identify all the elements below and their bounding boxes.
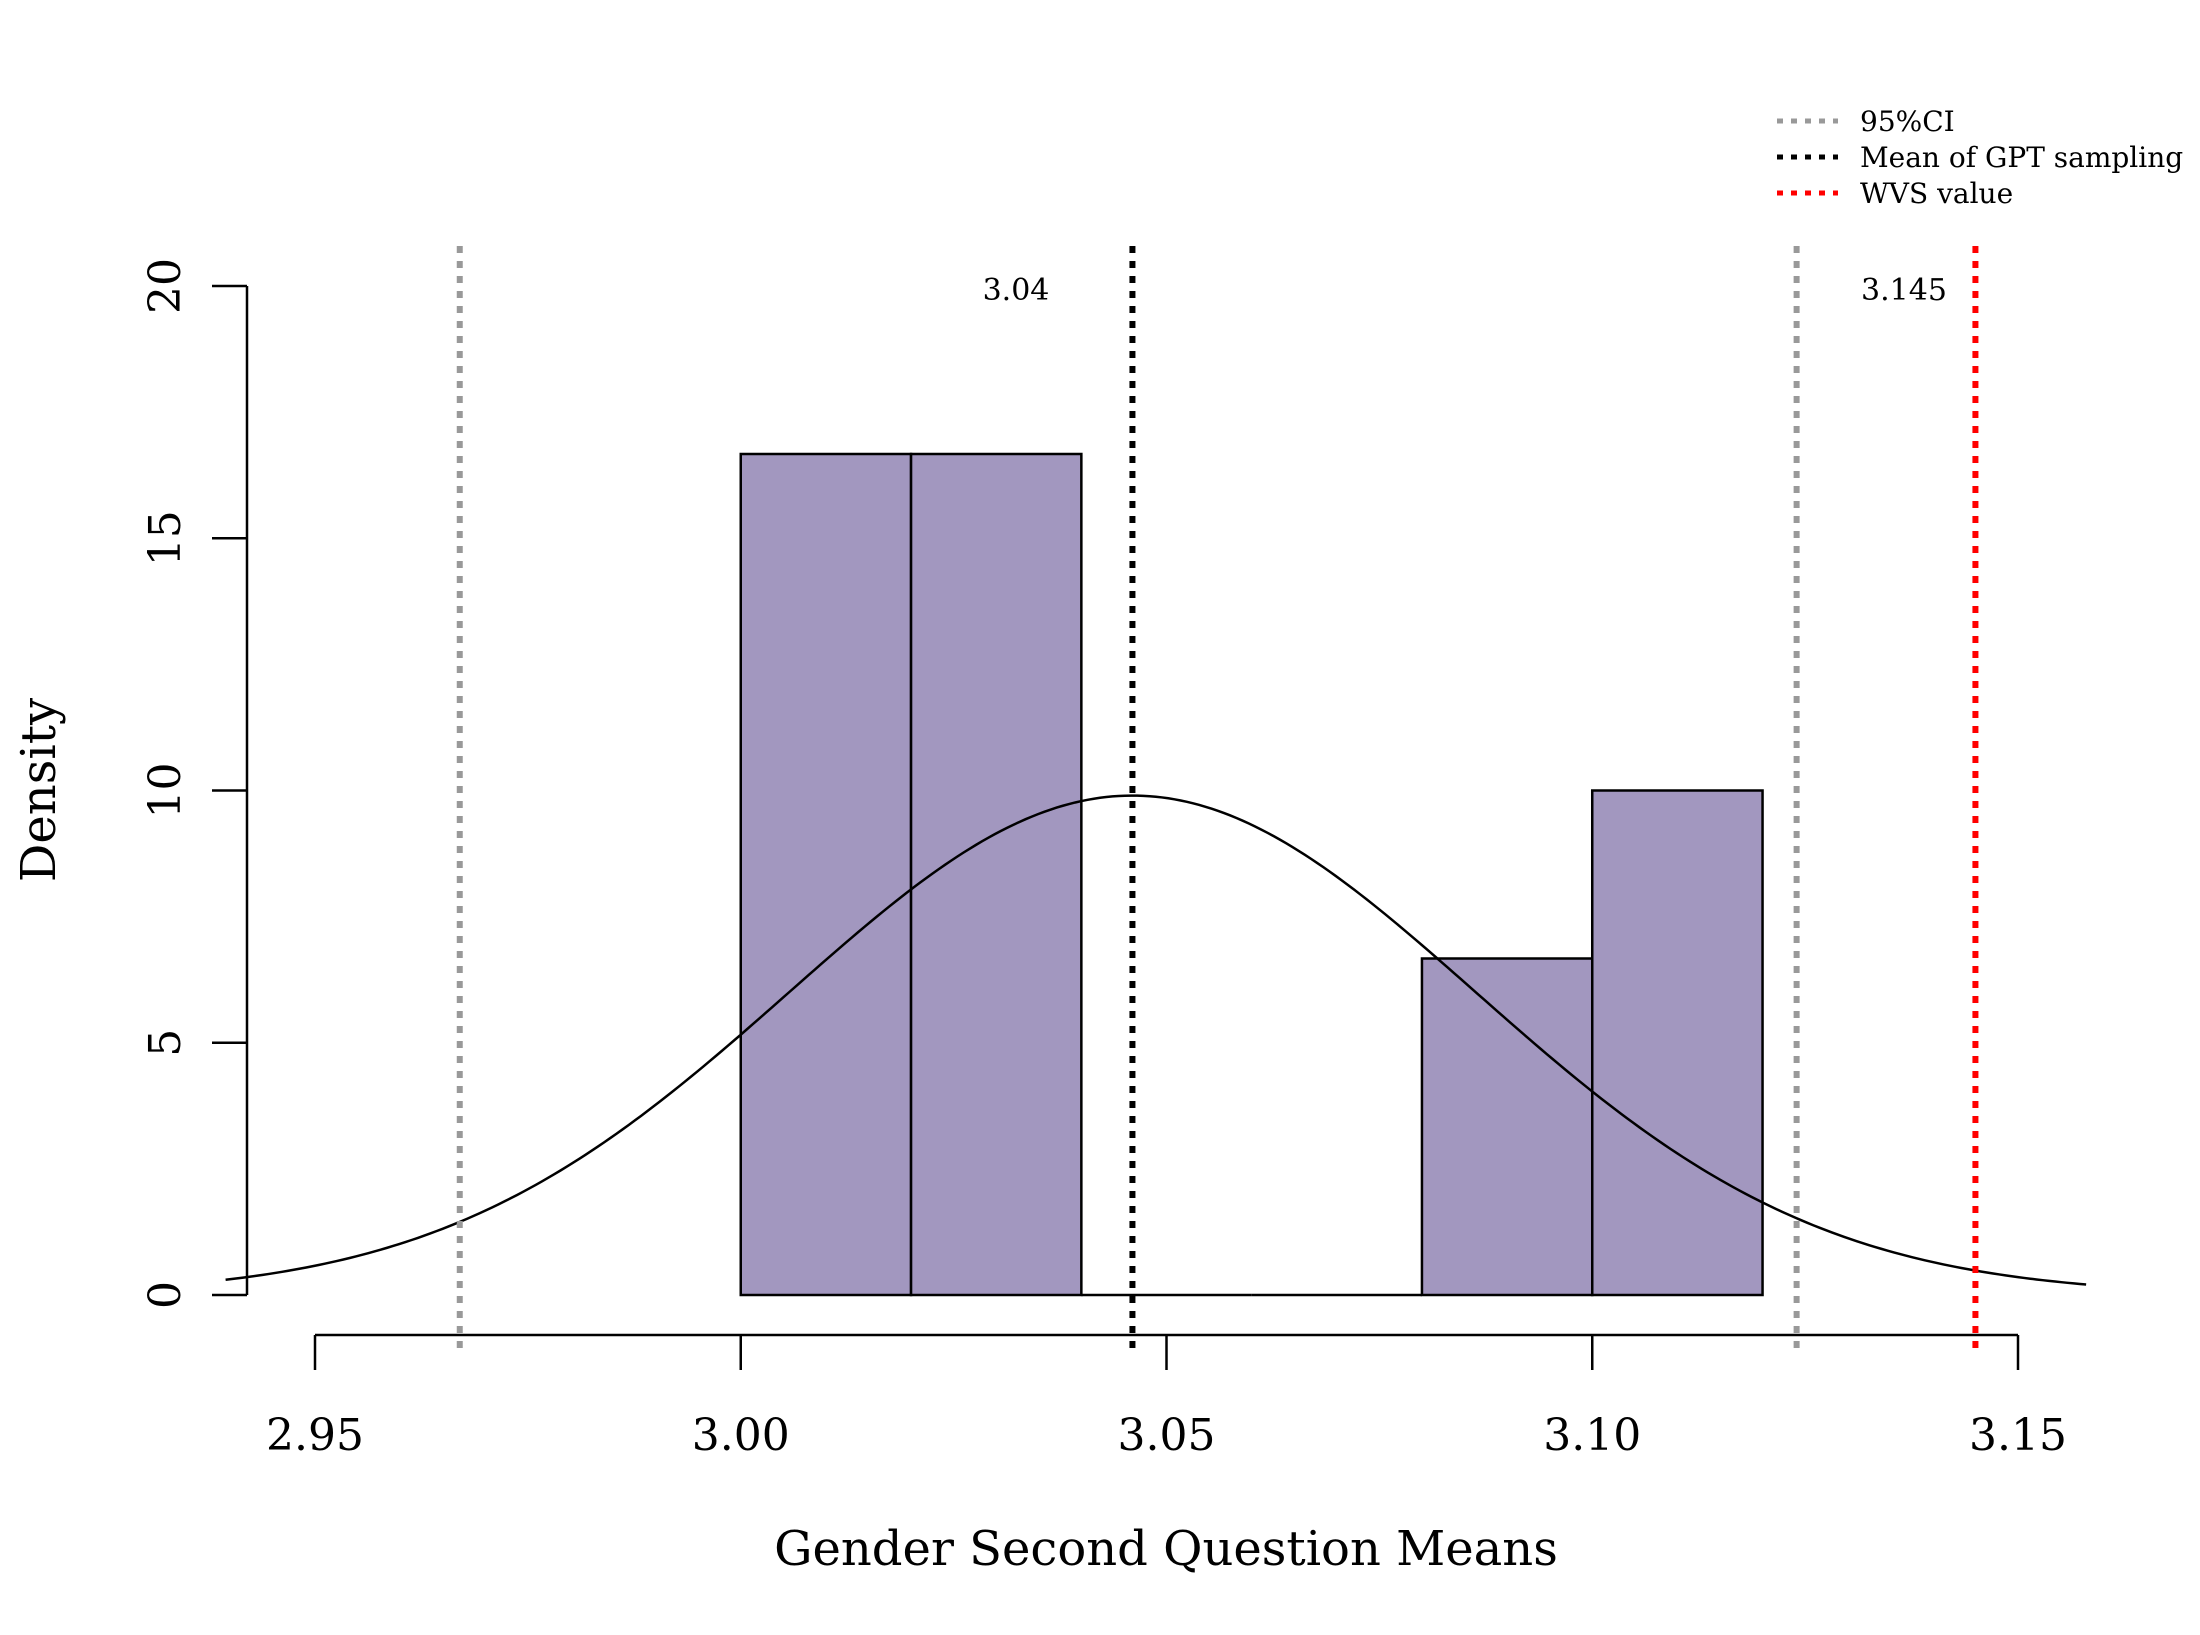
y-tick-label: 10: [140, 763, 191, 819]
normal-density-curve: [225, 794, 2087, 1286]
legend-label-gpt-mean: Mean of GPT sampling: [1860, 141, 2183, 174]
y-axis-ticks: 0 5 10 15 20: [140, 258, 247, 1309]
legend-label-wvs: WVS value: [1860, 177, 2013, 210]
y-axis-title: Density: [11, 698, 67, 882]
legend-label-ci: 95%CI: [1860, 105, 1955, 138]
x-tick-label: 2.95: [266, 1410, 364, 1461]
x-tick-label: 3.05: [1118, 1410, 1216, 1461]
gpt-mean-annotation: 3.04: [983, 273, 1050, 308]
histogram-bar: [1420, 957, 1594, 1297]
y-tick-label: 20: [140, 258, 191, 314]
histogram-bar: [739, 452, 913, 1297]
legend: 95%CI Mean of GPT sampling WVS value: [1777, 105, 2183, 210]
x-axis-ticks: 2.95 3.00 3.05 3.10 3.15: [266, 1335, 2067, 1461]
reference-lines: [456, 246, 1979, 1348]
histogram-bar: [909, 452, 1083, 1297]
x-tick-label: 3.00: [692, 1410, 790, 1461]
histogram-bars: [739, 452, 1764, 1297]
x-axis-title: Gender Second Question Means: [774, 1521, 1558, 1577]
x-tick-label: 3.15: [1969, 1410, 2067, 1461]
y-tick-label: 0: [140, 1281, 191, 1309]
histogram-bar: [1591, 789, 1764, 1297]
y-tick-label: 5: [140, 1029, 191, 1057]
y-tick-label: 15: [140, 510, 191, 566]
curve-layer: [225, 794, 2087, 1286]
wvs-annotation: 3.145: [1861, 273, 1947, 308]
x-tick-label: 3.10: [1543, 1410, 1641, 1461]
